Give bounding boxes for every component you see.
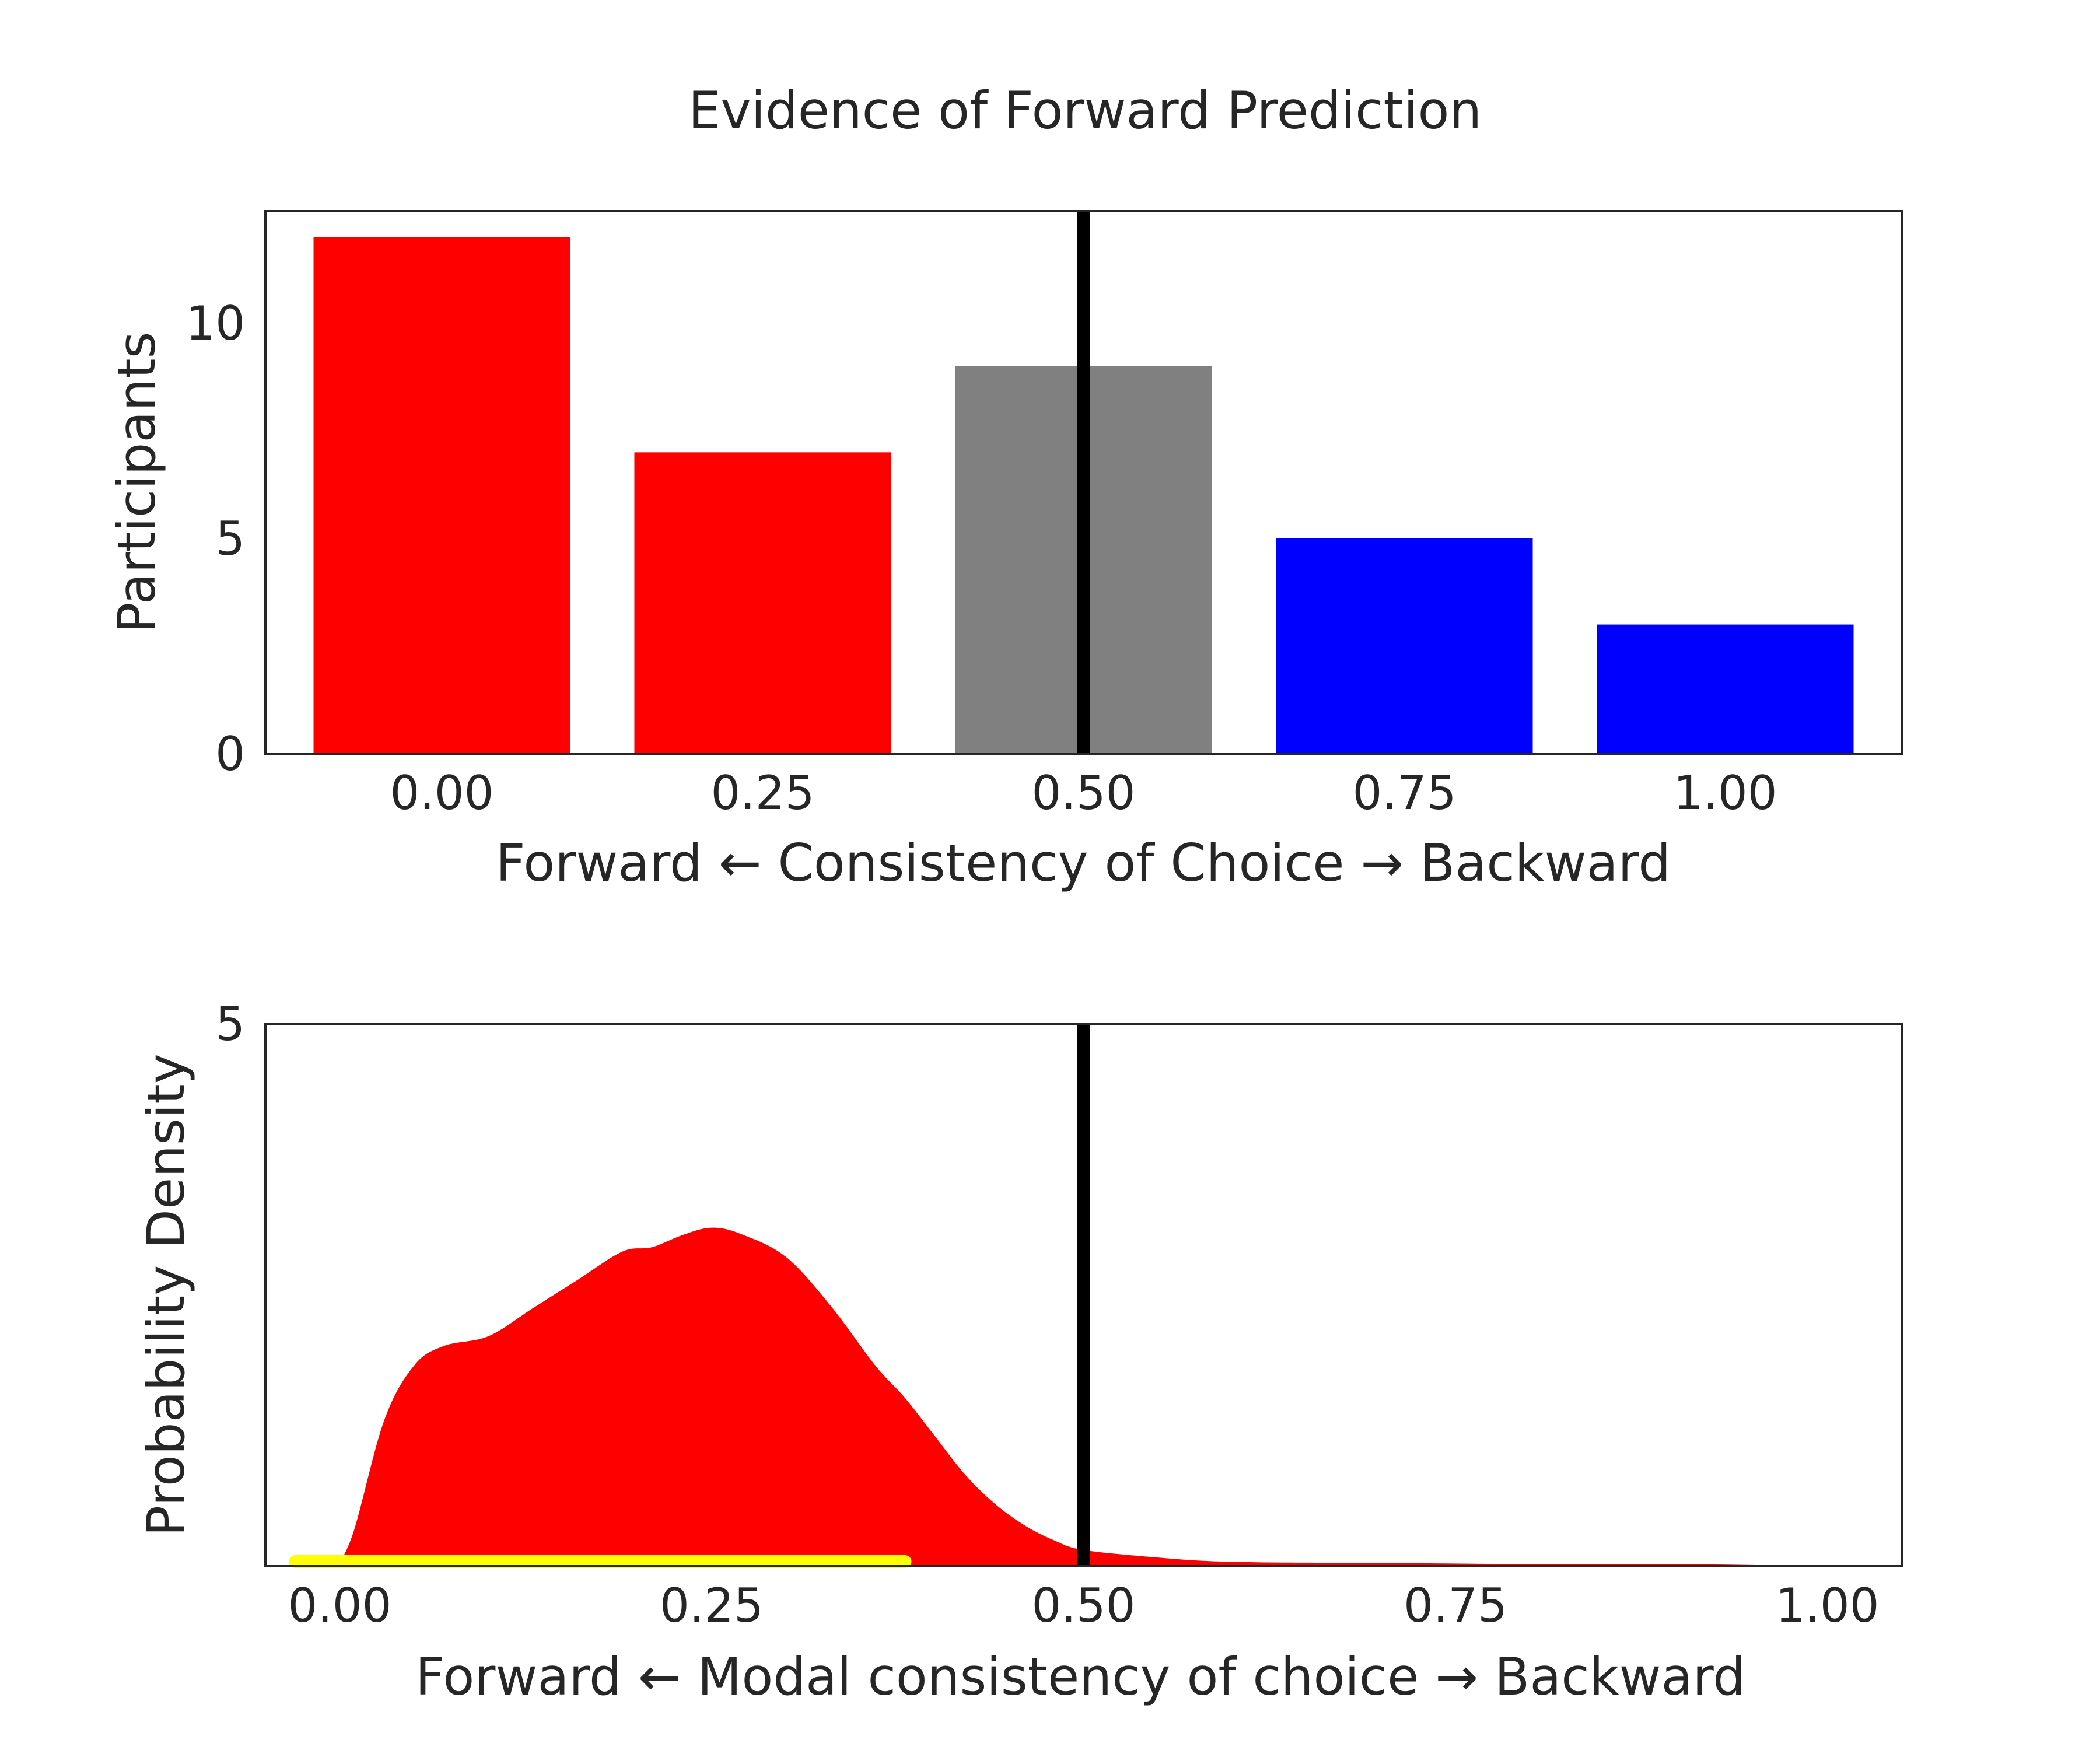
bar-chart-x-ticks: 0.00 0.25 0.50 0.75 1.00 bbox=[390, 766, 1777, 820]
bar-0 bbox=[313, 237, 570, 754]
x-tick-label-2: 0.50 bbox=[1031, 1578, 1135, 1633]
chart-title: Evidence of Forward Prediction bbox=[688, 80, 1482, 141]
x-tick-label-4: 1.00 bbox=[1775, 1578, 1879, 1633]
x-tick-label-1: 0.25 bbox=[710, 766, 814, 820]
y-tick-label-0: 0 bbox=[215, 727, 245, 781]
density-chart-marks bbox=[289, 1024, 1828, 1568]
density-chart-frame bbox=[264, 1023, 1903, 1567]
x-tick-label-1: 0.25 bbox=[660, 1578, 764, 1633]
x-tick-label-3: 0.75 bbox=[1352, 766, 1456, 820]
bar-chart-frame bbox=[264, 210, 1903, 755]
density-chart-x-axis-label: Forward ← Modal consistency of choice → … bbox=[415, 1647, 1745, 1707]
x-tick-label-0: 0.00 bbox=[390, 766, 494, 820]
x-tick-label-3: 0.75 bbox=[1404, 1578, 1507, 1633]
bar-4 bbox=[1597, 624, 1854, 754]
density-chart: 0.00 0.25 0.50 0.75 1.00 5 Forward ← Modal c… bbox=[136, 997, 1903, 1707]
bar-chart-x-axis-label: Forward ← Consistency of Choice → Backwa… bbox=[496, 833, 1671, 893]
bar-chart: 0.00 0.25 0.50 0.75 1.00 0 5 10 Forward ← Cons… bbox=[107, 210, 1903, 893]
density-chart-x-ticks: 0.00 0.25 0.50 0.75 1.00 bbox=[288, 1578, 1879, 1633]
bar-3 bbox=[1276, 538, 1533, 754]
y-tick-label-2: 10 bbox=[186, 296, 245, 351]
bar-chart-marks bbox=[313, 211, 1854, 754]
y-tick-label-0: 5 bbox=[215, 997, 245, 1051]
x-tick-label-0: 0.00 bbox=[288, 1578, 391, 1633]
density-chart-y-axis-label: Probability Density bbox=[136, 1054, 196, 1536]
x-tick-label-2: 0.50 bbox=[1031, 766, 1135, 820]
y-tick-label-1: 5 bbox=[215, 512, 245, 566]
density-chart-y-ticks: 5 bbox=[215, 997, 245, 1051]
bar-chart-y-axis-label: Participants bbox=[107, 332, 167, 634]
x-tick-label-4: 1.00 bbox=[1673, 766, 1777, 820]
density-area bbox=[340, 1227, 1828, 1566]
bar-chart-y-ticks: 0 5 10 bbox=[186, 296, 245, 781]
bar-1 bbox=[634, 452, 891, 754]
